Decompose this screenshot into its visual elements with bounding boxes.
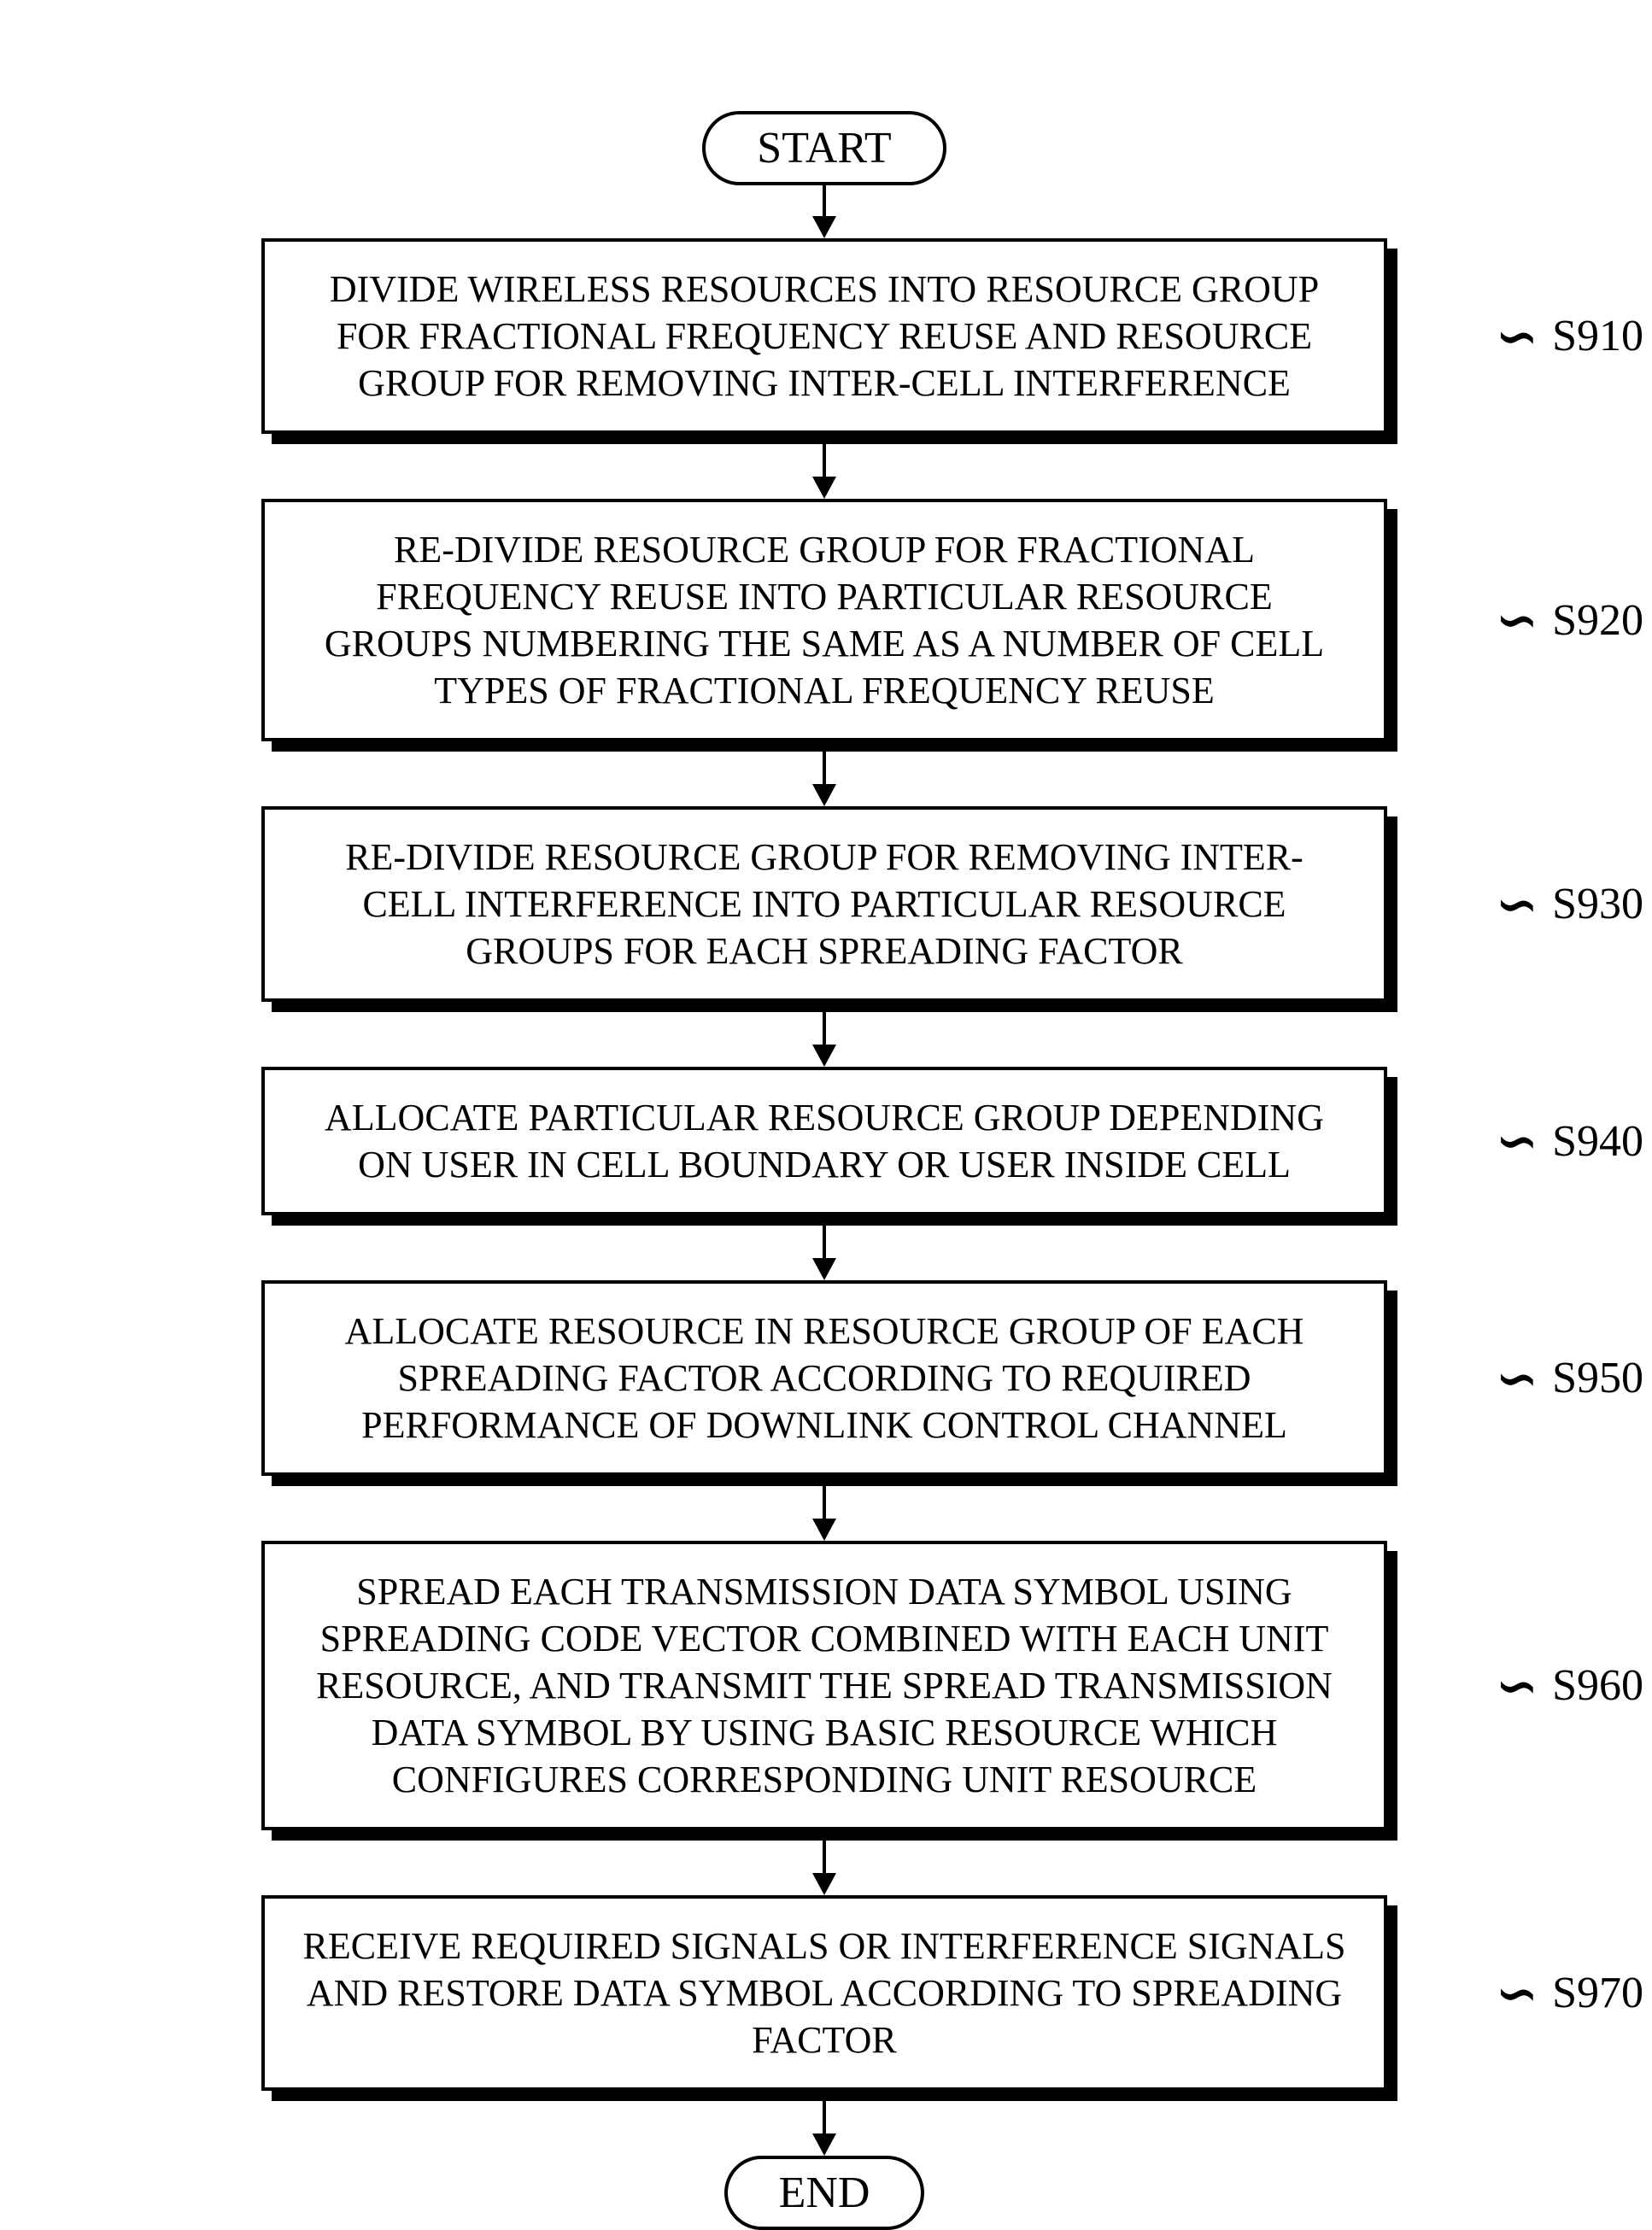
step-text-s950: ALLOCATE RESOURCE IN RESOURCE GROUP OF E… <box>261 1280 1387 1476</box>
step-label-group-s940: ∽ S940 <box>1496 1115 1643 1167</box>
step-box-s930: RE-DIVIDE RESOURCE GROUP FOR REMOVING IN… <box>261 806 1387 1002</box>
tie-icon: ∽ <box>1496 1958 1538 2029</box>
step-label-s970: S970 <box>1552 1968 1643 2018</box>
step-label-s920: S920 <box>1552 595 1643 646</box>
step-label-group-s960: ∽ S960 <box>1496 1660 1643 1712</box>
step-text-s910: DIVIDE WIRELESS RESOURCES INTO RESOURCE … <box>261 238 1387 434</box>
step-box-s940: ALLOCATE PARTICULAR RESOURCE GROUP DEPEN… <box>261 1067 1387 1215</box>
step-text-s960: SPREAD EACH TRANSMISSION DATA SYMBOL USI… <box>261 1541 1387 1830</box>
step-row-s960: SPREAD EACH TRANSMISSION DATA SYMBOL USI… <box>154 1541 1495 1830</box>
step-row-s940: ALLOCATE PARTICULAR RESOURCE GROUP DEPEN… <box>154 1067 1495 1215</box>
tie-icon: ∽ <box>1496 1105 1538 1177</box>
step-text-s920: RE-DIVIDE RESOURCE GROUP FOR FRACTIONAL … <box>261 499 1387 741</box>
step-label-group-s920: ∽ S920 <box>1496 594 1643 646</box>
step-label-group-s950: ∽ S950 <box>1496 1353 1643 1404</box>
step-text-s970: RECEIVE REQUIRED SIGNALS OR INTERFERENCE… <box>261 1895 1387 2091</box>
arrow <box>812 185 836 238</box>
step-row-s930: RE-DIVIDE RESOURCE GROUP FOR REMOVING IN… <box>154 806 1495 1002</box>
step-label-group-s930: ∽ S930 <box>1496 879 1643 930</box>
step-label-s950: S950 <box>1552 1353 1643 1403</box>
tie-icon: ∽ <box>1496 301 1538 372</box>
step-row-s970: RECEIVE REQUIRED SIGNALS OR INTERFERENCE… <box>154 1895 1495 2091</box>
step-box-s970: RECEIVE REQUIRED SIGNALS OR INTERFERENCE… <box>261 1895 1387 2091</box>
start-terminator: START <box>702 111 946 185</box>
step-label-s940: S940 <box>1552 1116 1643 1167</box>
flowchart-canvas: START DIVIDE WIRELESS RESOURCES INTO RES… <box>0 0 1652 2155</box>
flowchart-column: START DIVIDE WIRELESS RESOURCES INTO RES… <box>154 111 1495 2230</box>
step-text-s940: ALLOCATE PARTICULAR RESOURCE GROUP DEPEN… <box>261 1067 1387 1215</box>
tie-icon: ∽ <box>1496 1650 1538 1722</box>
step-row-s920: RE-DIVIDE RESOURCE GROUP FOR FRACTIONAL … <box>154 499 1495 741</box>
step-label-group-s970: ∽ S970 <box>1496 1968 1643 2019</box>
step-row-s950: ALLOCATE RESOURCE IN RESOURCE GROUP OF E… <box>154 1280 1495 1476</box>
step-row-s910: DIVIDE WIRELESS RESOURCES INTO RESOURCE … <box>154 238 1495 434</box>
step-box-s950: ALLOCATE RESOURCE IN RESOURCE GROUP OF E… <box>261 1280 1387 1476</box>
tie-icon: ∽ <box>1496 1343 1538 1414</box>
step-label-s910: S910 <box>1552 311 1643 361</box>
step-label-s960: S960 <box>1552 1660 1643 1711</box>
step-text-s930: RE-DIVIDE RESOURCE GROUP FOR REMOVING IN… <box>261 806 1387 1002</box>
step-label-s930: S930 <box>1552 879 1643 929</box>
step-box-s910: DIVIDE WIRELESS RESOURCES INTO RESOURCE … <box>261 238 1387 434</box>
step-box-s960: SPREAD EACH TRANSMISSION DATA SYMBOL USI… <box>261 1541 1387 1830</box>
tie-icon: ∽ <box>1496 584 1538 656</box>
end-terminator: END <box>724 2156 925 2230</box>
step-box-s920: RE-DIVIDE RESOURCE GROUP FOR FRACTIONAL … <box>261 499 1387 741</box>
step-label-group-s910: ∽ S910 <box>1496 311 1643 362</box>
tie-icon: ∽ <box>1496 869 1538 940</box>
